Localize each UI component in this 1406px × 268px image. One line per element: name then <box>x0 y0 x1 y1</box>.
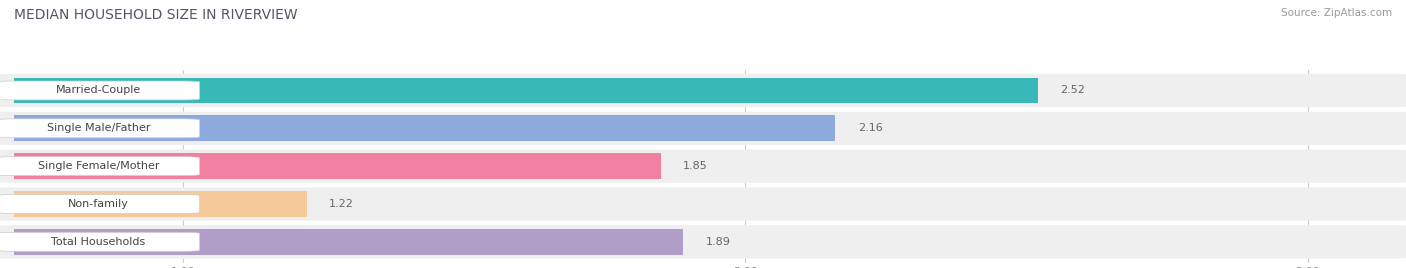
FancyBboxPatch shape <box>0 150 1406 183</box>
FancyBboxPatch shape <box>0 225 1406 258</box>
Bar <box>14 116 835 141</box>
Text: Married-Couple: Married-Couple <box>56 85 141 95</box>
FancyBboxPatch shape <box>0 187 1406 221</box>
Text: Non-family: Non-family <box>67 199 129 209</box>
Bar <box>14 229 683 255</box>
Text: MEDIAN HOUSEHOLD SIZE IN RIVERVIEW: MEDIAN HOUSEHOLD SIZE IN RIVERVIEW <box>14 8 298 22</box>
Text: Total Households: Total Households <box>51 237 146 247</box>
FancyBboxPatch shape <box>0 119 200 138</box>
Text: 2.16: 2.16 <box>858 123 883 133</box>
FancyBboxPatch shape <box>0 232 200 251</box>
Text: Single Male/Father: Single Male/Father <box>46 123 150 133</box>
Text: 2.52: 2.52 <box>1060 85 1085 95</box>
Text: 1.85: 1.85 <box>683 161 709 171</box>
Text: 1.22: 1.22 <box>329 199 354 209</box>
FancyBboxPatch shape <box>0 112 1406 145</box>
Text: Source: ZipAtlas.com: Source: ZipAtlas.com <box>1281 8 1392 18</box>
FancyBboxPatch shape <box>0 74 1406 107</box>
Text: Single Female/Mother: Single Female/Mother <box>38 161 159 171</box>
Bar <box>14 191 307 217</box>
FancyBboxPatch shape <box>0 81 200 100</box>
Text: 1.89: 1.89 <box>706 237 731 247</box>
Bar <box>14 78 1038 103</box>
FancyBboxPatch shape <box>0 157 200 176</box>
FancyBboxPatch shape <box>0 195 200 213</box>
Bar <box>14 153 661 179</box>
